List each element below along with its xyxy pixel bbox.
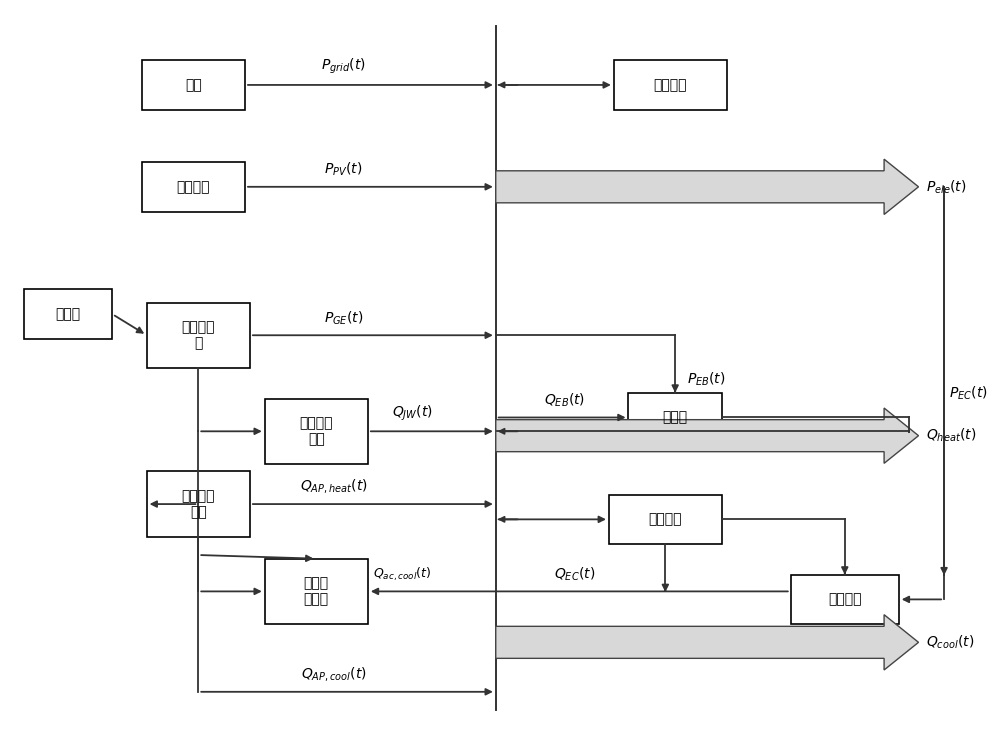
Text: 吸收式
制冷机: 吸收式 制冷机 [304, 576, 329, 606]
Bar [609, 495, 722, 544]
Text: $Q_{AP,heat}(t)$: $Q_{AP,heat}(t)$ [300, 478, 367, 495]
Text: 电网: 电网 [185, 78, 202, 92]
Polygon shape [496, 615, 919, 670]
Bar [142, 60, 245, 110]
Bar [265, 399, 368, 464]
Text: $P_{ele}(t)$: $P_{ele}(t)$ [926, 178, 967, 196]
Polygon shape [496, 159, 919, 214]
Text: $Q_{EB}(t)$: $Q_{EB}(t)$ [544, 392, 585, 408]
Bar [147, 302, 250, 368]
Bar [147, 471, 250, 537]
Bar [791, 575, 899, 624]
Text: $Q_{JW}(t)$: $Q_{JW}(t)$ [392, 403, 433, 422]
Text: $Q_{AP,cool}(t)$: $Q_{AP,cool}(t)$ [301, 665, 366, 683]
Text: $P_{PV}(t)$: $P_{PV}(t)$ [324, 160, 363, 178]
Text: $P_{grid}(t)$: $P_{grid}(t)$ [321, 57, 366, 77]
Text: 烟气吸收
热泵: 烟气吸收 热泵 [182, 489, 215, 519]
Text: $Q_{ac,cool}(t)$: $Q_{ac,cool}(t)$ [373, 565, 431, 583]
Text: 光伏发电: 光伏发电 [177, 180, 210, 194]
Text: 燃气内燃
机: 燃气内燃 机 [182, 320, 215, 350]
Bar [24, 289, 112, 339]
Text: 天然气: 天然气 [56, 307, 81, 321]
Text: 储热设备: 储热设备 [649, 512, 682, 526]
Text: $P_{EB}(t)$: $P_{EB}(t)$ [687, 370, 726, 388]
Text: $P_{GE}(t)$: $P_{GE}(t)$ [324, 309, 363, 327]
Text: 电制冷机: 电制冷机 [828, 592, 862, 606]
Bar [265, 559, 368, 624]
Bar [628, 393, 722, 442]
Text: $Q_{cool}(t)$: $Q_{cool}(t)$ [926, 634, 975, 651]
Text: 储电设备: 储电设备 [654, 78, 687, 92]
Polygon shape [496, 408, 919, 464]
Text: $Q_{heat}(t)$: $Q_{heat}(t)$ [926, 427, 977, 445]
Text: 电锅炉: 电锅炉 [663, 411, 688, 425]
Bar [614, 60, 727, 110]
Bar [142, 162, 245, 211]
Text: $Q_{EC}(t)$: $Q_{EC}(t)$ [554, 565, 595, 583]
Text: 缸套水换
热器: 缸套水换 热器 [300, 416, 333, 447]
Text: $P_{EC}(t)$: $P_{EC}(t)$ [949, 384, 988, 402]
